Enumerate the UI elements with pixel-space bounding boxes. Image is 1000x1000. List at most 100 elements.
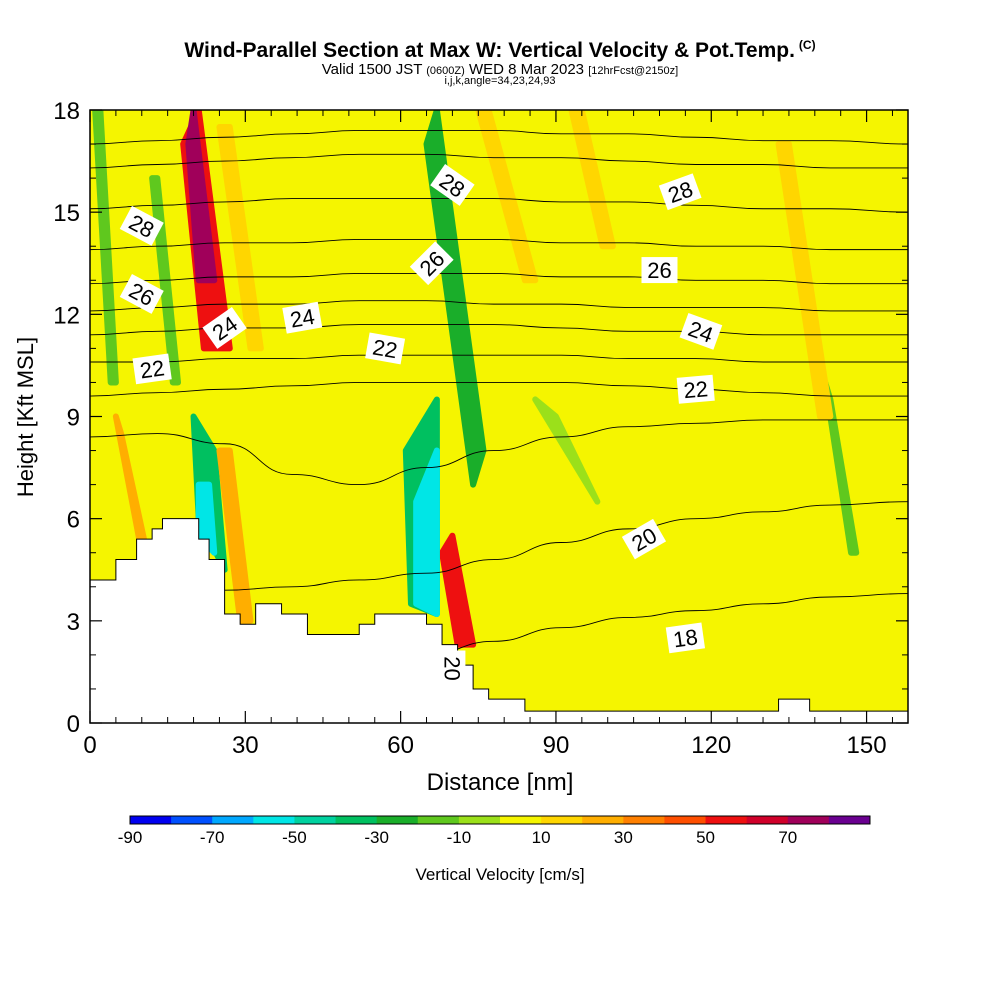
x-tick-label: 90 [543,732,570,759]
contour-label-text: 18 [672,624,700,652]
pot-temp-contours [90,129,908,673]
colorbar-swatch [212,816,254,824]
colorbar-tick-label: -30 [364,828,389,847]
contour-label-box [119,205,164,246]
contour-label: 20 [439,650,466,687]
contour-label-box [119,273,164,314]
terrain [90,518,908,723]
w-feature [775,141,834,420]
grid-info: i,j,k,angle=34,23,24,93 [444,75,556,87]
colorbar-swatch [130,816,172,824]
x-tick-label: 60 [387,732,414,759]
contour-label-box [202,306,247,349]
colorbar-swatch [705,816,748,824]
w-feature [423,110,487,488]
colorbar-swatch [458,816,501,824]
y-tick-label: 18 [53,98,80,125]
contour-27 [90,238,908,251]
contour-26 [90,273,908,285]
contour-label: 22 [365,332,406,365]
contour-label-box [365,332,406,365]
valid-time: Valid 1500 JST [321,61,423,78]
y-tick-label: 3 [67,609,80,636]
w-feature [475,110,539,284]
contour-label: 22 [676,374,715,404]
colorbar-tick-label: 30 [614,828,633,847]
contour-label-text: 22 [682,376,709,403]
contour-label-box [430,163,475,206]
colorbar-label: Vertical Velocity [cm/s] [415,865,584,884]
contour-21 [90,419,908,486]
contour-label: 26 [641,257,678,284]
contour-29 [90,153,908,169]
contour-25 [90,300,908,312]
contour-label-box [658,173,702,211]
colorbar-swatch [417,816,460,824]
contour-label-box [132,353,172,385]
contour-label-box [679,312,723,350]
w-feature [92,110,119,386]
x-tick-label: 0 [83,732,96,759]
contour-label-text: 22 [138,355,166,383]
contour-label-box [439,650,466,687]
chart-subtitle: Valid 1500 JST (0600Z) WED 8 Mar 2023 [1… [0,61,1000,78]
colorbar-swatch [828,816,871,824]
valid-utc: (0600Z) [426,65,465,77]
x-axis-label: Distance [nm] [427,769,574,796]
colorbar-tick-label: -90 [118,828,143,847]
colorbar-swatch [335,816,378,824]
contour-label-box [665,622,706,654]
w-feature [216,124,264,352]
contour-label-box [282,301,323,334]
colorbar-tick-label: 70 [778,828,797,847]
contour-30 [90,129,908,145]
terrain-mask [90,518,908,723]
colorbar-tick-label: -50 [282,828,307,847]
contour-22 [90,381,908,397]
y-tick-label: 15 [53,200,80,227]
colorbar-swatch [171,816,213,824]
contour-label: 22 [132,353,172,385]
w-feature [568,110,616,250]
w-feature [185,110,218,284]
contour-23 [90,354,908,363]
colorbar-swatch [787,816,830,824]
colorbar-swatch [500,816,542,824]
contour-label-box [676,374,715,404]
contour-label: 24 [282,301,323,334]
colorbar: -90 -70 -50 -30 -10 10 30 50 70 [118,815,871,847]
contour-label-box [641,257,678,284]
colorbar-tick-label: -70 [200,828,225,847]
contour-28 [90,198,908,213]
colorbar-tick-label: 50 [696,828,715,847]
y-tick-label: 6 [67,507,80,534]
chart-title: Wind-Parallel Section at Max W: Vertical… [184,38,816,62]
contour-label-text: 26 [647,258,671,283]
y-tick-label: 12 [53,302,80,329]
colorbar-tick-label: -10 [447,828,472,847]
colorbar-swatch [294,816,337,824]
colorbar-swatch [253,816,295,824]
colorbar-swatch [623,816,665,824]
colorbar-swatch [582,816,624,824]
colorbar-frame [129,815,871,825]
w-feature [532,396,601,505]
contour-label: 26 [119,273,164,314]
contour-label-box [409,241,454,286]
contour-label: 18 [665,622,706,654]
forecast-info: [12hrFcst@2150z] [588,65,679,77]
colorbar-swatch [746,816,789,824]
colorbar-swatch [541,816,583,824]
colorbar-tick-label: 10 [532,828,551,847]
colorbar-swatch [664,816,707,824]
contour-label-text: 24 [288,304,316,333]
contour-label-box [621,518,667,560]
y-tick-label: 9 [67,405,80,432]
colorbar-swatch [376,816,419,824]
contour-label-text: 22 [371,334,399,363]
x-tick-label: 30 [232,732,259,759]
y-axis-label: Height [Kft MSL] [13,337,38,497]
y-tick-label: 0 [67,711,80,738]
valid-date: WED 8 Mar 2023 [468,61,585,78]
